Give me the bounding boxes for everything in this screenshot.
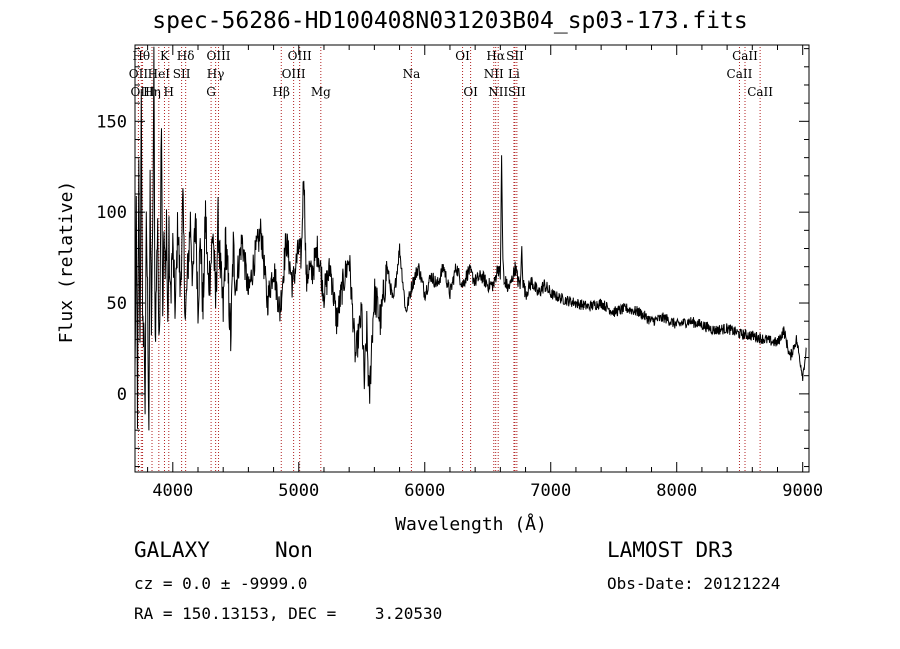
line-marker-label: SII — [508, 85, 526, 99]
y-tick-label: 150 — [96, 112, 127, 132]
line-marker-label: G — [206, 85, 216, 99]
line-marker-label: CaII — [727, 67, 753, 81]
line-marker-label: Hθ — [132, 49, 150, 63]
line-marker-label: Hδ — [177, 49, 195, 63]
line-marker-label: H — [164, 85, 174, 99]
line-marker-label: OIII — [206, 49, 230, 63]
y-axis-label: Flux (relative) — [56, 181, 77, 344]
line-marker-label: OIII — [288, 49, 312, 63]
y-tick-label: 0 — [117, 385, 127, 405]
ra-dec-readout: RA = 150.13153, DEC = 3.20530 — [134, 604, 443, 623]
line-marker-label: SII — [173, 67, 191, 81]
line-marker-label: OII — [129, 67, 149, 81]
line-marker-label: OI — [455, 49, 470, 63]
spectrum-series-line — [134, 46, 807, 431]
object-subclass: Non — [275, 538, 313, 562]
x-axis-label: Wavelength (Å) — [395, 513, 547, 535]
x-tick-label: 4000 — [152, 481, 193, 501]
y-tick-label: 100 — [96, 203, 127, 223]
line-marker-label: OIII — [282, 67, 306, 81]
line-marker-label: CaII — [747, 85, 773, 99]
line-marker-labels: OIIHθOIIIHηHeIKHSIIHδGHγOIIIHβOIIIOIIIMg… — [129, 49, 774, 99]
line-marker-label: Hβ — [273, 85, 290, 99]
obs-date: Obs-Date: 20121224 — [607, 574, 781, 593]
x-tick-label: 6000 — [404, 481, 445, 501]
line-marker-label: Hγ — [207, 67, 225, 81]
line-marker-label: SII — [506, 49, 524, 63]
y-tick-label: 50 — [107, 294, 127, 314]
redshift-readout: cz = 0.0 ± -9999.0 — [134, 574, 308, 593]
x-axis: 4000 5000 6000 7000 8000 9000 — [147, 45, 823, 501]
line-marker-label: HeI — [148, 67, 171, 81]
object-class: GALAXY — [134, 538, 210, 562]
x-tick-label: 5000 — [278, 481, 319, 501]
x-tick-label: 7000 — [530, 481, 571, 501]
line-marker-label: OIII — [131, 85, 155, 99]
plot-frame — [134, 44, 810, 473]
line-marker-label: K — [160, 49, 170, 63]
chart-title: spec-56286-HD100408N031203B04_sp03-173.f… — [152, 8, 748, 34]
line-marker-label: NII — [484, 67, 504, 81]
line-marker-label: Na — [403, 67, 421, 81]
line-marker-label: Li — [508, 67, 520, 81]
survey-name: LAMOST DR3 — [607, 538, 734, 562]
x-tick-label: 8000 — [656, 481, 697, 501]
line-marker-label: NII — [488, 85, 508, 99]
line-marker-label: Hη — [143, 85, 161, 99]
line-marker-label: Hα — [486, 49, 505, 63]
line-marker-label: CaII — [732, 49, 758, 63]
y-axis: 0 50 100 150 — [96, 48, 809, 468]
line-marker-label: OI — [463, 85, 478, 99]
x-tick-label: 9000 — [782, 481, 823, 501]
line-marker-label: Mg — [311, 85, 331, 99]
line-markers — [137, 47, 761, 472]
